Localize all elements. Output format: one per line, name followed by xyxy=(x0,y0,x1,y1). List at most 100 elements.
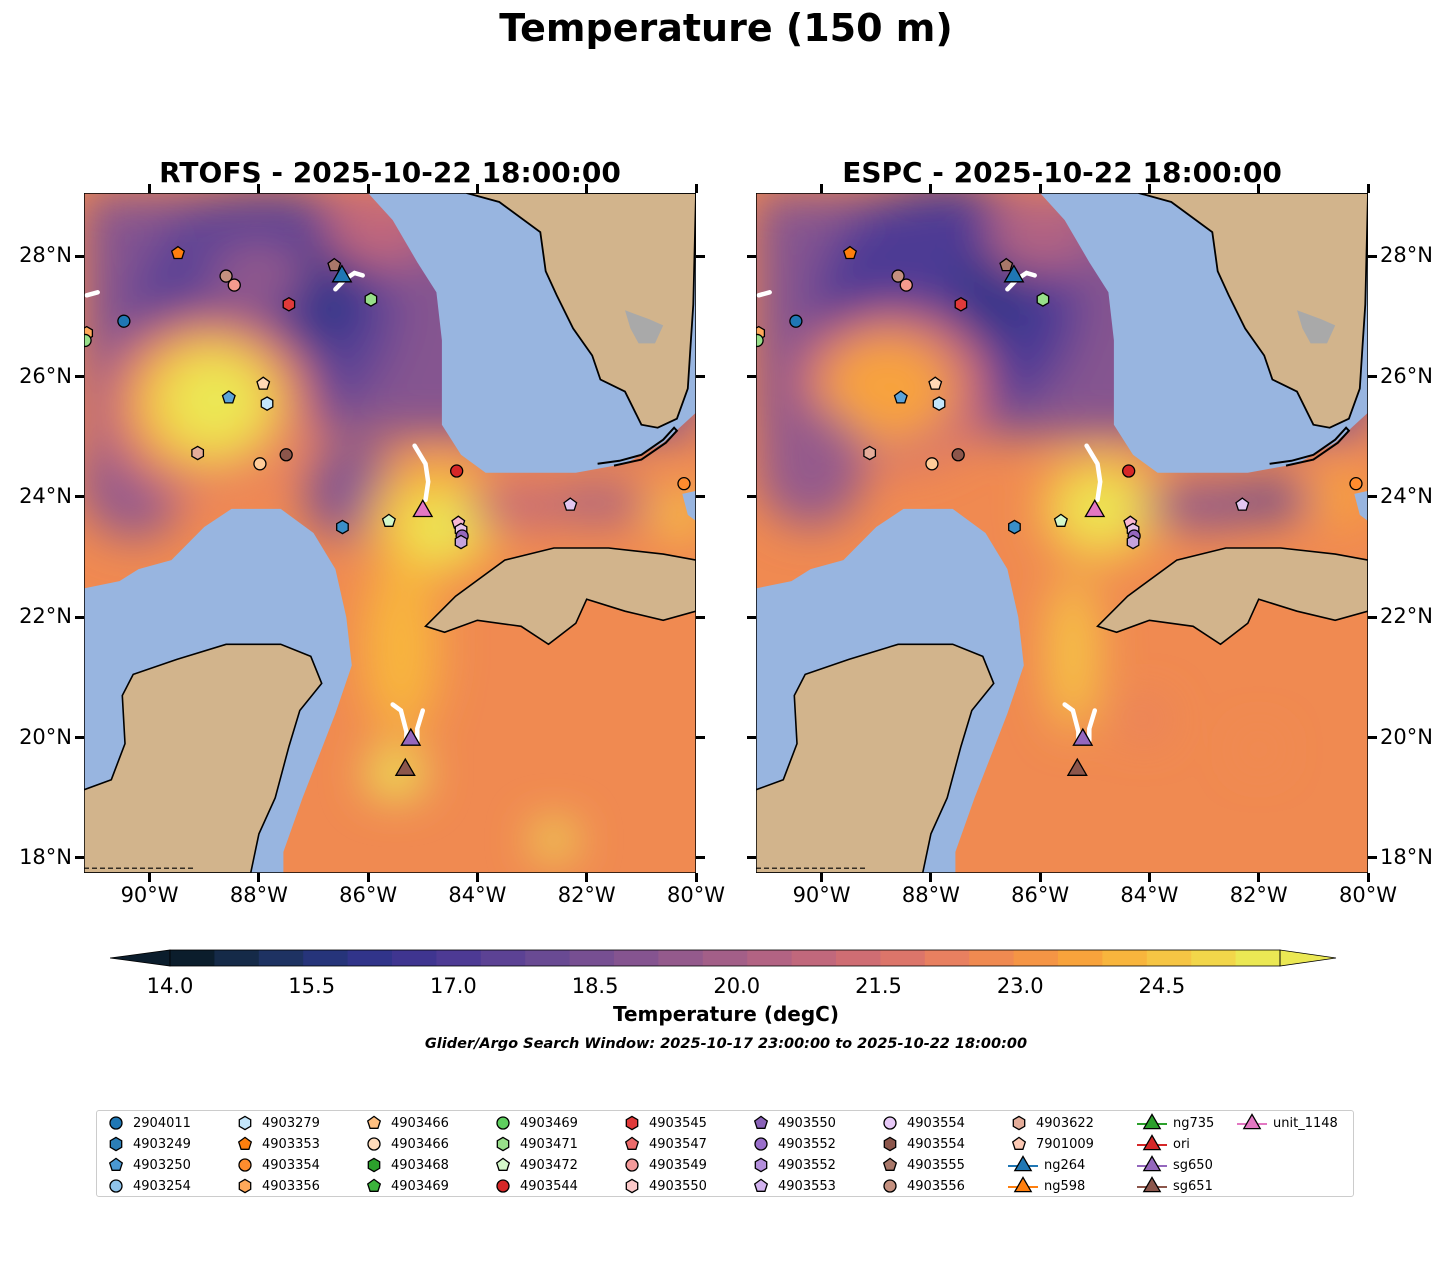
florida-land xyxy=(466,193,696,429)
legend-label: 4903547 xyxy=(649,1136,707,1152)
lat-tick xyxy=(1368,375,1377,379)
obs-marker-4903622 xyxy=(191,445,205,461)
obs-marker-4903354 xyxy=(1349,477,1363,491)
legend-marker xyxy=(496,1136,510,1152)
lat-tick xyxy=(696,375,705,379)
lon-tick xyxy=(585,873,589,882)
lat-tick xyxy=(75,375,84,379)
legend-item: 4903556 xyxy=(879,1176,965,1196)
lat-tick xyxy=(696,495,705,499)
lake-okeechobee xyxy=(1297,310,1336,344)
legend-marker xyxy=(367,1157,381,1173)
lat-tick xyxy=(747,856,756,860)
lon-tick xyxy=(694,873,698,882)
legend-marker xyxy=(1012,1115,1026,1131)
obs-marker-4903553b xyxy=(563,497,578,511)
colorbar-segment xyxy=(969,950,1015,966)
lon-tick xyxy=(257,873,261,882)
lat-tick-label: 28°N xyxy=(19,243,72,268)
lake-okeechobee xyxy=(625,310,664,344)
legend-marker xyxy=(366,1115,382,1129)
lat-tick xyxy=(75,615,84,619)
glider-track xyxy=(415,708,426,743)
lat-tick-label: 26°N xyxy=(1380,363,1433,388)
lon-tick xyxy=(1038,873,1042,882)
lon-tick xyxy=(929,184,933,193)
legend-glider-marker xyxy=(1242,1113,1262,1130)
lon-tick xyxy=(1147,873,1151,882)
legend-glider-marker xyxy=(1142,1176,1162,1193)
no-data-ocean xyxy=(1354,490,1368,521)
lat-tick xyxy=(747,615,756,619)
legend-label: 7901009 xyxy=(1036,1136,1094,1152)
colorbar-segment xyxy=(525,950,571,966)
glider-track xyxy=(412,443,431,503)
colorbar-segment xyxy=(347,950,393,966)
obs-marker-4903471 xyxy=(1036,292,1050,307)
colorbar-segment xyxy=(702,950,748,966)
obs-marker-4903469 xyxy=(84,333,92,348)
colorbar-segment xyxy=(303,950,349,966)
legend-label: ng598 xyxy=(1044,1178,1086,1194)
obs-marker-2904011 xyxy=(789,314,803,328)
colorbar-segment xyxy=(1058,950,1103,966)
legend-item: 4903466 xyxy=(363,1134,449,1154)
colorbar-segment xyxy=(170,950,215,966)
legend-label: 4903466 xyxy=(391,1115,449,1131)
colorbar-tick-label: 18.5 xyxy=(571,974,619,998)
colorbar-segment xyxy=(924,950,970,966)
glider-marker-ng264 xyxy=(331,264,353,283)
legend-label: 4903469 xyxy=(520,1115,578,1131)
colorbar-segment xyxy=(747,950,793,966)
legend-item: ng264 xyxy=(1008,1155,1085,1175)
colorbar-tick-label: 23.0 xyxy=(996,974,1044,998)
obs-marker-4903544 xyxy=(450,464,464,478)
legend-label: 4903468 xyxy=(391,1157,449,1173)
legend-item: 4903553 xyxy=(750,1176,836,1196)
lon-tick xyxy=(1257,873,1261,882)
obs-marker-4903353 xyxy=(170,245,186,260)
yucatan-land xyxy=(84,643,323,873)
lon-tick xyxy=(475,184,479,193)
legend-glider-marker xyxy=(1142,1155,1162,1172)
colorbar-tick-label: 17.0 xyxy=(430,974,477,998)
cuba-land xyxy=(424,547,696,646)
colorbar-segment xyxy=(658,950,704,966)
obs-marker-4903466 xyxy=(928,376,943,390)
legend-label: 4903353 xyxy=(262,1136,320,1152)
legend-glider-marker xyxy=(1142,1113,1162,1130)
legend-glider-marker xyxy=(1142,1134,1162,1151)
colorbar-tick-label: 24.5 xyxy=(1138,974,1186,998)
legend-item: 4903469 xyxy=(492,1113,578,1133)
colorbar-tick-label: 20.0 xyxy=(713,974,761,998)
colorbar-segment xyxy=(258,950,304,966)
colorbar-segment xyxy=(1102,950,1148,966)
legend-item: 4903622 xyxy=(1008,1113,1094,1133)
colorbar-tick-label: 21.5 xyxy=(855,974,902,998)
legend-marker xyxy=(754,1137,768,1151)
obs-marker-4903549 xyxy=(227,278,241,292)
lat-tick-label: 24°N xyxy=(1380,483,1433,508)
legend-item: 4903552 xyxy=(750,1134,836,1154)
legend-label: unit_1148 xyxy=(1273,1115,1338,1131)
lat-tick-label: 20°N xyxy=(19,724,72,749)
legend-label: 4903354 xyxy=(262,1157,320,1173)
obs-marker-4903554 xyxy=(951,448,965,462)
lon-tick xyxy=(694,184,698,193)
florida-land xyxy=(1138,193,1368,429)
obs-marker-4903555 xyxy=(999,257,1014,272)
glider-marker-sg650 xyxy=(400,727,422,746)
legend-item: 4903554 xyxy=(879,1113,965,1133)
legend-label: 4903552 xyxy=(778,1136,836,1152)
colorbar-segment xyxy=(1235,950,1281,966)
legend-marker xyxy=(753,1115,769,1129)
legend-label: 4903555 xyxy=(907,1157,965,1173)
lon-tick-label: 88°W xyxy=(901,883,960,907)
colorbar-segment xyxy=(791,950,837,966)
legend-item: ng598 xyxy=(1008,1176,1085,1196)
glider-marker-sg650 xyxy=(1072,727,1094,746)
colorbar-tick-label: 15.5 xyxy=(288,974,336,998)
legend-marker xyxy=(238,1115,252,1131)
legend-marker xyxy=(109,1179,123,1193)
legend-item: 4903250 xyxy=(105,1155,191,1175)
